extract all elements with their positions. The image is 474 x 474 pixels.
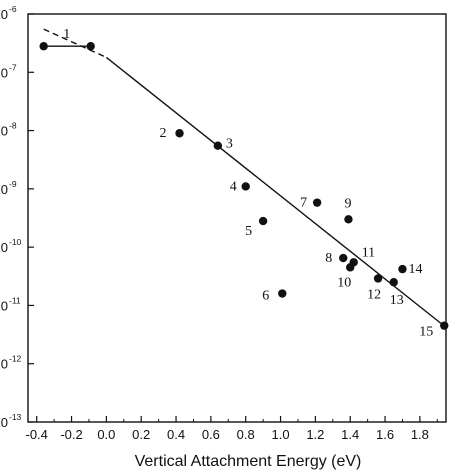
- data-point-9: [344, 215, 353, 224]
- y-tick-label: 10: [0, 415, 8, 430]
- point-label-6: 6: [262, 289, 269, 304]
- data-point-2: [175, 129, 184, 138]
- y-ticks: 10-610-710-810-910-1010-1110-1210-13: [0, 4, 34, 430]
- y-tick-exponent: -13: [9, 412, 22, 422]
- x-tick-label: 0.2: [132, 427, 150, 442]
- y-tick-label: 10: [0, 298, 8, 313]
- point-label-2: 2: [160, 126, 167, 141]
- point-label-13: 13: [390, 293, 404, 308]
- fit-line-solid: [105, 56, 447, 328]
- point-label-11: 11: [362, 245, 375, 260]
- data-point-8: [339, 253, 348, 263]
- plot-border: [27, 13, 447, 423]
- fit-line-dashed: [43, 28, 107, 59]
- y-tick-label: 10: [0, 124, 8, 139]
- data-point-11: [349, 258, 358, 267]
- y-tick-label: 10: [0, 240, 8, 255]
- x-tick-label: 0.6: [202, 427, 220, 442]
- x-tick-label: 1.4: [341, 427, 359, 442]
- data-point-6: [278, 289, 287, 298]
- point-label-7: 7: [300, 196, 307, 211]
- data-point-1: [39, 42, 48, 51]
- y-tick-exponent: -6: [9, 4, 17, 14]
- point-label-15: 15: [419, 325, 433, 340]
- x-tick-label: 1.0: [272, 427, 290, 442]
- x-tick-label: -0.4: [26, 427, 48, 442]
- data-point-15: [440, 321, 449, 330]
- x-tick-label: 0.8: [237, 427, 255, 442]
- data-point-12: [373, 274, 383, 283]
- x-ticks: -0.4 -0.2 0.0 0.2 0.4 0.6 0.8 1.0 1.2 1.4 1.6 1.8: [26, 416, 438, 442]
- y-tick-exponent: -8: [9, 121, 17, 131]
- fit-lines: [43, 28, 447, 328]
- data-point-13: [389, 278, 398, 287]
- point-label-3: 3: [226, 137, 233, 152]
- x-tick-label: 1.6: [376, 427, 394, 442]
- y-tick-label: 10: [0, 182, 8, 197]
- data-point-3: [213, 141, 223, 150]
- x-tick-label: 1.8: [411, 427, 429, 442]
- point-label-5: 5: [245, 224, 252, 239]
- plot-frame: [27, 13, 447, 423]
- y-tick-exponent: -11: [9, 295, 21, 305]
- point-label-8: 8: [325, 251, 332, 266]
- data-point-5: [258, 216, 268, 226]
- x-tick-label: -0.2: [60, 427, 82, 442]
- data-point-1: [86, 42, 95, 51]
- x-tick-label: 0.0: [97, 427, 115, 442]
- data-point-14: [398, 264, 407, 274]
- data-point-7: [312, 198, 322, 207]
- y-tick-exponent: -7: [9, 62, 17, 72]
- data-point-4: [241, 182, 250, 191]
- y-tick-label: 10: [0, 7, 8, 22]
- point-label-10: 10: [337, 275, 351, 290]
- x-tick-label: 0.4: [167, 427, 185, 442]
- point-label-9: 9: [344, 196, 351, 211]
- point-label-12: 12: [367, 287, 381, 302]
- x-axis-title: Vertical Attachment Energy (eV): [135, 453, 362, 470]
- point-label-4: 4: [230, 179, 237, 194]
- data-points: [39, 42, 449, 330]
- y-tick-exponent: -12: [9, 354, 22, 364]
- y-tick-exponent: -10: [9, 237, 22, 247]
- y-tick-label: 10: [0, 65, 8, 80]
- y-tick-exponent: -9: [9, 179, 17, 189]
- point-label-14: 14: [408, 262, 422, 277]
- x-tick-label: 1.2: [306, 427, 324, 442]
- y-tick-label: 10: [0, 357, 8, 372]
- point-label-1: 1: [63, 27, 70, 42]
